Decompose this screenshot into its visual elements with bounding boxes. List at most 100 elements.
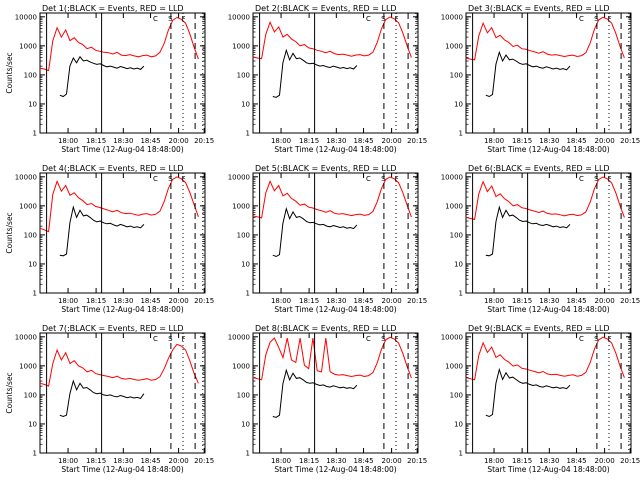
detector-panel-2: Det 2(:BLACK = Events, RED = LLD 1 10 100 10… xyxy=(228,4,428,154)
x-tick-label: 18:15 xyxy=(512,297,532,305)
x-tick-label: 18:45 xyxy=(140,137,160,145)
x-tick-label: 20:00 xyxy=(595,297,615,305)
annotation-label: S xyxy=(381,15,386,23)
x-tick-label: 18:00 xyxy=(484,297,504,305)
y-tick-label: 1 xyxy=(33,290,37,298)
x-tick-label: 18:15 xyxy=(299,137,319,145)
y-tick-label: 10 xyxy=(454,260,463,268)
x-axis-label: Start Time (12-Aug-04 18:48:00) xyxy=(61,465,183,474)
plot-frame xyxy=(252,12,419,134)
y-tick-label: 100 xyxy=(24,231,37,239)
detector-panel-6: Det 6(:BLACK = Events, RED = LLD 1 10 100 10… xyxy=(441,164,640,314)
annotation-label: C xyxy=(579,175,584,183)
annotation-label: F xyxy=(395,15,399,23)
x-tick-label: 20:15 xyxy=(620,297,640,305)
y-tick-label: 10 xyxy=(28,420,37,428)
lld-series-line xyxy=(252,16,412,60)
plot-frame xyxy=(252,172,419,294)
y-axis-label: Counts/sec xyxy=(5,212,14,253)
annotation-label: C xyxy=(366,175,371,183)
detector-panel-8: Det 8(:BLACK = Events, RED = LLD 1 10 100 10… xyxy=(228,324,428,474)
lld-series-line xyxy=(465,336,625,381)
annotation-label: F xyxy=(608,175,612,183)
x-tick-label: 18:15 xyxy=(86,297,106,305)
annotation-label: S xyxy=(168,175,173,183)
lld-series-line xyxy=(252,336,412,381)
x-tick-label: 20:00 xyxy=(382,457,402,465)
y-tick-label: 1000 xyxy=(232,202,250,210)
panel-title: Det 7(:BLACK = Events, RED = LLD xyxy=(42,324,184,333)
lld-series-line xyxy=(252,176,412,219)
detector-panel-1: Det 1(:BLACK = Events, RED = LLD 1 10 100 10… xyxy=(5,4,214,154)
y-tick-label: 1000 xyxy=(19,202,37,210)
x-tick-label: 18:15 xyxy=(86,457,106,465)
detector-panel-9: Det 9(:BLACK = Events, RED = LLD 1 10 100 10… xyxy=(441,324,640,474)
x-tick-label: 18:45 xyxy=(353,137,373,145)
x-tick-label: 20:15 xyxy=(407,297,427,305)
y-tick-label: 10000 xyxy=(15,13,37,21)
x-axis-label: Start Time (12-Aug-04 18:48:00) xyxy=(274,465,396,474)
y-tick-label: 1000 xyxy=(445,202,463,210)
x-tick-label: 20:15 xyxy=(194,297,214,305)
y-tick-label: 1000 xyxy=(445,362,463,370)
y-tick-label: 100 xyxy=(450,71,463,79)
y-tick-label: 100 xyxy=(450,231,463,239)
annotation-label: S xyxy=(594,15,599,23)
annotation-label: F xyxy=(608,15,612,23)
lld-series-line xyxy=(465,16,625,61)
x-tick-label: 18:45 xyxy=(566,137,586,145)
x-tick-label: 18:45 xyxy=(140,457,160,465)
x-axis-label: Start Time (12-Aug-04 18:48:00) xyxy=(274,145,396,154)
plot-frame xyxy=(39,12,206,134)
y-tick-label: 1 xyxy=(459,450,463,458)
x-tick-label: 18:45 xyxy=(140,297,160,305)
y-tick-label: 10000 xyxy=(15,173,37,181)
annotation-label: C xyxy=(153,335,158,343)
y-tick-label: 100 xyxy=(237,391,250,399)
x-tick-label: 18:45 xyxy=(353,457,373,465)
y-tick-label: 100 xyxy=(24,71,37,79)
y-tick-label: 10 xyxy=(454,100,463,108)
x-tick-label: 18:15 xyxy=(512,137,532,145)
y-tick-label: 1 xyxy=(459,130,463,138)
x-tick-label: 20:00 xyxy=(169,137,189,145)
x-tick-label: 20:00 xyxy=(382,297,402,305)
x-tick-label: 18:30 xyxy=(326,137,346,145)
plot-frame xyxy=(252,332,419,454)
x-axis-label: Start Time (12-Aug-04 18:48:00) xyxy=(61,145,183,154)
detector-panel-3: Det 3(:BLACK = Events, RED = LLD 1 10 100 10… xyxy=(441,4,640,154)
annotation-label: F xyxy=(608,335,612,343)
x-tick-label: 18:15 xyxy=(299,457,319,465)
annotation-label: C xyxy=(579,15,584,23)
x-tick-label: 18:00 xyxy=(484,457,504,465)
y-tick-label: 10 xyxy=(241,260,250,268)
annotation-label: S xyxy=(381,175,386,183)
annotation-label: C xyxy=(579,335,584,343)
y-tick-label: 10000 xyxy=(228,333,250,341)
x-tick-label: 18:00 xyxy=(271,137,291,145)
lld-series-line xyxy=(39,343,199,387)
plot-frame xyxy=(465,332,632,454)
plot-frame xyxy=(39,172,206,294)
x-tick-label: 18:45 xyxy=(566,297,586,305)
detector-panel-7: Det 7(:BLACK = Events, RED = LLD 1 10 100 10… xyxy=(5,324,214,474)
y-tick-label: 100 xyxy=(450,391,463,399)
annotation-label: C xyxy=(366,335,371,343)
x-tick-label: 20:00 xyxy=(595,137,615,145)
x-axis-label: Start Time (12-Aug-04 18:48:00) xyxy=(487,465,609,474)
annotation-label: S xyxy=(168,15,173,23)
annotation-label: S xyxy=(168,335,173,343)
y-tick-label: 1 xyxy=(33,450,37,458)
y-tick-label: 1 xyxy=(33,130,37,138)
x-tick-label: 20:15 xyxy=(194,137,214,145)
x-tick-label: 18:45 xyxy=(566,457,586,465)
y-tick-label: 1000 xyxy=(232,362,250,370)
x-tick-label: 18:15 xyxy=(299,297,319,305)
x-tick-label: 18:30 xyxy=(539,137,559,145)
panel-title: Det 6(:BLACK = Events, RED = LLD xyxy=(468,164,610,173)
y-tick-label: 1 xyxy=(246,130,250,138)
y-tick-label: 10000 xyxy=(441,13,463,21)
annotation-label: F xyxy=(395,175,399,183)
y-tick-label: 10 xyxy=(241,420,250,428)
